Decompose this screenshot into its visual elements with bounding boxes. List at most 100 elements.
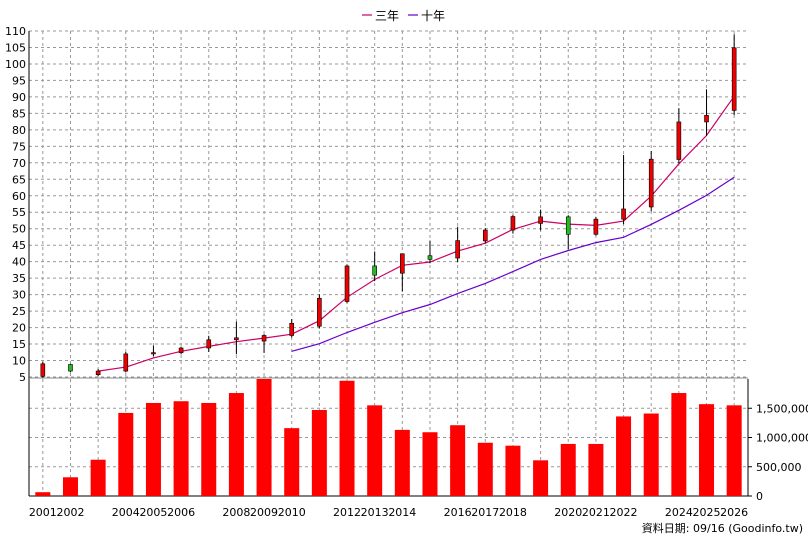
candle-body (621, 208, 626, 220)
volume-bar (145, 402, 161, 496)
volume-bar (256, 379, 272, 496)
year-tick-label: 2022 (610, 506, 638, 519)
price-tick-label: 80 (12, 124, 26, 137)
price-tick-label: 95 (12, 74, 26, 87)
price-tick-label: 90 (12, 91, 26, 104)
price-plot (40, 34, 737, 378)
price-tick-label: 25 (12, 305, 26, 318)
year-tick-label: 2002 (56, 506, 84, 519)
volume-bar (533, 460, 549, 496)
volume-bar (284, 428, 300, 496)
volume-tick-label: 1,000,000 (756, 432, 808, 445)
tick-labels: 5101520253035404550556065707580859095100… (5, 25, 808, 519)
candle-body (538, 216, 543, 224)
volume-tick-label: 1,500,000 (756, 402, 808, 415)
candle-body (455, 240, 460, 259)
legend: 三年 十年 (362, 9, 445, 23)
candle-body (123, 353, 129, 372)
volume-bar (477, 442, 493, 496)
year-tick-label: 2018 (499, 506, 527, 519)
year-tick-label: 2004 (112, 506, 140, 519)
volume-bar (62, 477, 78, 496)
volume-bar (505, 445, 521, 496)
legend-ma10-label: 十年 (421, 9, 445, 23)
candle-body (289, 322, 295, 336)
candle-body (234, 337, 239, 341)
price-tick-label: 30 (12, 289, 26, 302)
year-tick-label: 2010 (278, 506, 306, 519)
year-tick-label: 2020 (554, 506, 582, 519)
year-tick-label: 2012 (333, 506, 361, 519)
volume-bar (90, 459, 106, 496)
volume-tick-label: 500,000 (756, 461, 802, 474)
year-tick-label: 2006 (167, 506, 195, 519)
year-tick-label: 2001 (29, 506, 57, 519)
price-tick-label: 70 (12, 157, 26, 170)
volume-bar (726, 405, 742, 496)
volume-bar (588, 443, 604, 496)
candle-body (261, 335, 267, 342)
candle-body (151, 352, 156, 355)
volume-bar (201, 402, 217, 496)
year-tick-label: 2008 (222, 506, 250, 519)
price-tick-label: 5 (19, 371, 26, 384)
candle-body (593, 218, 599, 235)
price-tick-label: 15 (12, 338, 26, 351)
price-tick-label: 75 (12, 140, 26, 153)
volume-bar (560, 443, 576, 496)
price-tick-label: 55 (12, 206, 26, 219)
price-tick-label: 65 (12, 173, 26, 186)
candle-body (510, 216, 516, 231)
price-tick-label: 105 (5, 41, 26, 54)
candle-body (704, 115, 709, 123)
volume-bar (422, 432, 438, 496)
ma3-line (98, 95, 735, 372)
candle-body (482, 229, 488, 242)
candle-body (400, 253, 405, 274)
candle-body (731, 47, 737, 111)
candle-body (427, 255, 433, 260)
candle-body (206, 339, 212, 349)
source-note: 資料日期: 09/16 (Goodinfo.tw) (642, 521, 803, 535)
candle-body (40, 363, 46, 377)
candle-body (565, 216, 571, 235)
candle-body (372, 265, 377, 276)
price-tick-label: 35 (12, 272, 26, 285)
year-tick-label: 2009 (250, 506, 278, 519)
candle-body (178, 347, 184, 353)
volume-bar (671, 393, 687, 496)
volume-bar (367, 405, 383, 496)
year-tick-label: 2014 (388, 506, 416, 519)
volume-bar (311, 410, 327, 496)
year-tick-label: 2016 (444, 506, 472, 519)
price-tick-label: 40 (12, 256, 26, 269)
candle-body (676, 121, 682, 160)
year-tick-label: 2026 (720, 506, 748, 519)
volume-bar (450, 425, 466, 496)
price-tick-label: 100 (5, 58, 26, 71)
price-tick-label: 20 (12, 322, 26, 335)
axes (28, 31, 752, 497)
volume-bar (339, 380, 355, 496)
year-tick-label: 2013 (361, 506, 389, 519)
candle-body (344, 265, 350, 302)
grid-lines (29, 30, 748, 496)
price-tick-label: 85 (12, 107, 26, 120)
volume-plot (35, 379, 742, 496)
volume-bar (394, 429, 410, 496)
candle-body (95, 370, 101, 375)
volume-bar (173, 401, 189, 496)
year-tick-label: 2024 (665, 506, 693, 519)
year-tick-label: 2017 (471, 506, 499, 519)
volume-bar (118, 412, 134, 496)
legend-ma3-label: 三年 (375, 9, 399, 23)
candle-body (68, 364, 73, 372)
price-tick-label: 60 (12, 190, 26, 203)
year-tick-label: 2025 (693, 506, 721, 519)
volume-bar (228, 393, 244, 496)
ma10-line (291, 176, 735, 352)
price-tick-label: 45 (12, 239, 26, 252)
volume-bar (699, 404, 715, 496)
